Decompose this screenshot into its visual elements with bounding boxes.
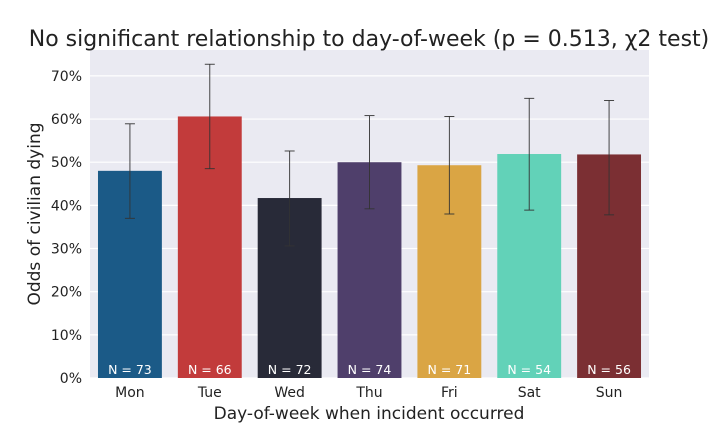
error-bars [124,63,615,247]
y-tick-label: 50% [51,155,82,171]
bar-count-label: N = 54 [507,362,551,377]
chart-title: No significant relationship to day-of-we… [29,27,710,52]
x-tick-label: Mon [115,385,145,401]
x-tick-label: Thu [355,385,382,401]
bar-count-label: N = 74 [348,362,392,377]
bar-count-label: N = 72 [268,362,312,377]
y-tick-label: 20% [51,285,82,301]
y-tick-label: 0% [60,371,82,387]
bar-count-label: N = 73 [108,362,152,377]
y-tick-label: 30% [51,242,82,258]
bar-count-labels: N = 73 N = 66 N = 72 N = 74 N = 71 N = 54 N = … [108,362,631,377]
bar-count-label: N = 56 [587,362,631,377]
x-tick-label: Wed [274,385,305,401]
bars [97,116,642,378]
x-tick-label: Sun [596,385,623,401]
bar-count-label: N = 66 [188,362,232,377]
x-tick-label: Sat [518,385,541,401]
x-tick-label: Tue [197,385,222,401]
y-tick-label: 60% [51,112,82,128]
y-axis-label: Odds of civilian dying [25,122,45,305]
y-tick-label: 40% [51,198,82,214]
y-tick-label: 10% [51,328,82,344]
y-tick-labels: 0% 10% 20% 30% 40% 50% 60% 70% [51,69,82,387]
y-tick-label: 70% [51,69,82,85]
bar-count-label: N = 71 [428,362,472,377]
x-tick-label: Fri [441,385,458,401]
x-tick-labels: Mon Tue Wed Thu Fri Sat Sun [115,385,622,401]
x-axis-label: Day-of-week when incident occurred [214,404,525,424]
